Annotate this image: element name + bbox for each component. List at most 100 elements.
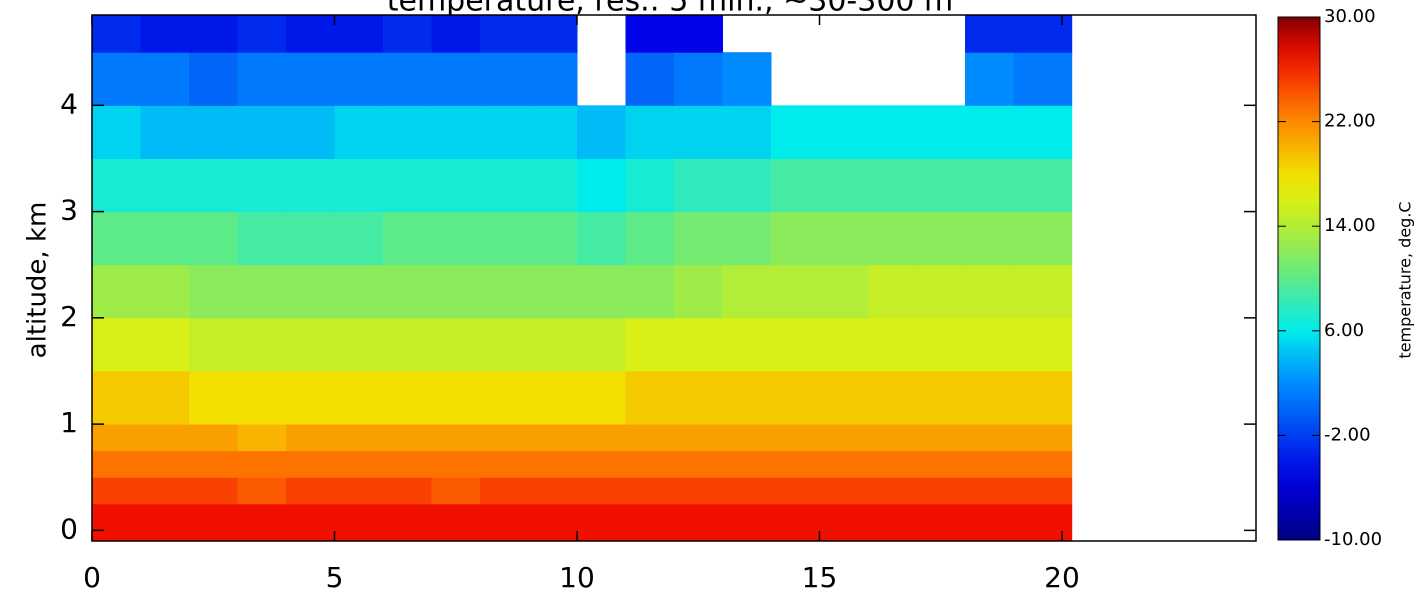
heat-cell: [819, 158, 869, 213]
heat-cell: [916, 105, 966, 159]
heat-cell: [771, 370, 820, 425]
heat-cell: [480, 477, 529, 505]
heat-cell: [965, 370, 1014, 425]
heat-cell: [722, 317, 772, 372]
heat-cell: [528, 370, 578, 425]
heat-cell: [286, 450, 335, 478]
heat-cell: [528, 52, 578, 106]
heat-cell: [383, 317, 432, 372]
chart-title: temperature, res.: 5 min., ~30-300 m: [387, 0, 954, 19]
heat-cell: [625, 450, 675, 478]
heat-cell: [237, 15, 287, 53]
heat-cell: [480, 158, 529, 213]
heat-cell: [916, 450, 966, 478]
heat-cell: [916, 370, 966, 425]
heat-cell: [916, 317, 966, 372]
heat-cell: [334, 105, 384, 159]
heat-cell: [916, 158, 966, 213]
heat-cell: [383, 264, 432, 319]
colorbar-tick-label: 22.00: [1324, 111, 1376, 132]
heat-cell: [916, 211, 966, 266]
heat-cell: [722, 158, 772, 213]
heat-cell: [674, 317, 723, 372]
heat-cell: [965, 264, 1014, 319]
heat-cell: [431, 15, 481, 53]
heat-cell: [480, 105, 529, 159]
heat-cell: [1013, 52, 1073, 106]
heat-cell: [140, 158, 190, 213]
heat-cell: [140, 317, 190, 372]
heat-cell: [625, 15, 675, 53]
heat-cell: [480, 424, 529, 452]
heat-cell: [771, 450, 820, 478]
heat-cell: [92, 52, 141, 106]
heat-cell: [965, 105, 1014, 159]
heat-cell: [674, 477, 723, 505]
heat-cell: [819, 317, 869, 372]
heat-cell: [771, 317, 820, 372]
heat-cell: [140, 105, 190, 159]
heat-cell: [674, 264, 723, 319]
heat-cell: [868, 450, 917, 478]
heat-cell: [286, 211, 335, 266]
heat-cell: [965, 477, 1014, 505]
heat-cell: [92, 105, 141, 159]
heat-cell: [1013, 317, 1073, 372]
heat-cell: [674, 450, 723, 478]
heat-cell: [237, 424, 287, 452]
heat-cell: [140, 477, 190, 505]
heat-cell: [1013, 477, 1073, 505]
heat-cell: [431, 424, 481, 452]
heat-cell: [771, 477, 820, 505]
heat-cell: [189, 370, 238, 425]
heat-cell: [625, 503, 675, 542]
heat-cell: [189, 105, 238, 159]
heat-cell: [237, 211, 287, 266]
heat-cell: [383, 424, 432, 452]
heat-cell: [528, 450, 578, 478]
heat-cell: [528, 424, 578, 452]
heat-cell: [965, 211, 1014, 266]
heat-cell: [1013, 370, 1073, 425]
heat-cell: [722, 477, 772, 505]
heat-cell: [771, 503, 820, 542]
heat-cell: [480, 15, 529, 53]
heat-cell: [771, 158, 820, 213]
heat-cell: [140, 211, 190, 266]
heat-cell: [334, 158, 384, 213]
heat-cell: [674, 424, 723, 452]
y-tick-label: 0: [60, 512, 78, 545]
heat-cell: [528, 105, 578, 159]
heat-cell: [480, 52, 529, 106]
heat-cell: [577, 503, 626, 542]
heat-cell: [92, 211, 141, 266]
heat-cell: [1013, 450, 1073, 478]
heat-cell: [577, 317, 626, 372]
heat-cell: [237, 450, 287, 478]
heat-cell: [868, 370, 917, 425]
heat-cell: [1013, 15, 1073, 53]
heat-cell: [674, 503, 723, 542]
heat-cell: [237, 264, 287, 319]
heat-cell: [237, 317, 287, 372]
heat-cell: [237, 158, 287, 213]
heat-cell: [722, 105, 772, 159]
heat-cell: [916, 264, 966, 319]
heat-cell: [577, 158, 626, 213]
heat-cell: [92, 477, 141, 505]
heat-cell: [771, 264, 820, 319]
heat-cell: [868, 211, 917, 266]
heat-cell: [1013, 105, 1073, 159]
heat-cell: [431, 211, 481, 266]
heat-cell: [577, 211, 626, 266]
heat-cell: [237, 52, 287, 106]
heat-cell: [383, 211, 432, 266]
heat-cell: [965, 158, 1014, 213]
heat-cell: [431, 158, 481, 213]
heat-cell: [92, 370, 141, 425]
heat-cell: [189, 450, 238, 478]
heat-cell: [625, 264, 675, 319]
heat-cell: [383, 15, 432, 53]
heat-cell: [965, 424, 1014, 452]
heat-cell: [334, 317, 384, 372]
